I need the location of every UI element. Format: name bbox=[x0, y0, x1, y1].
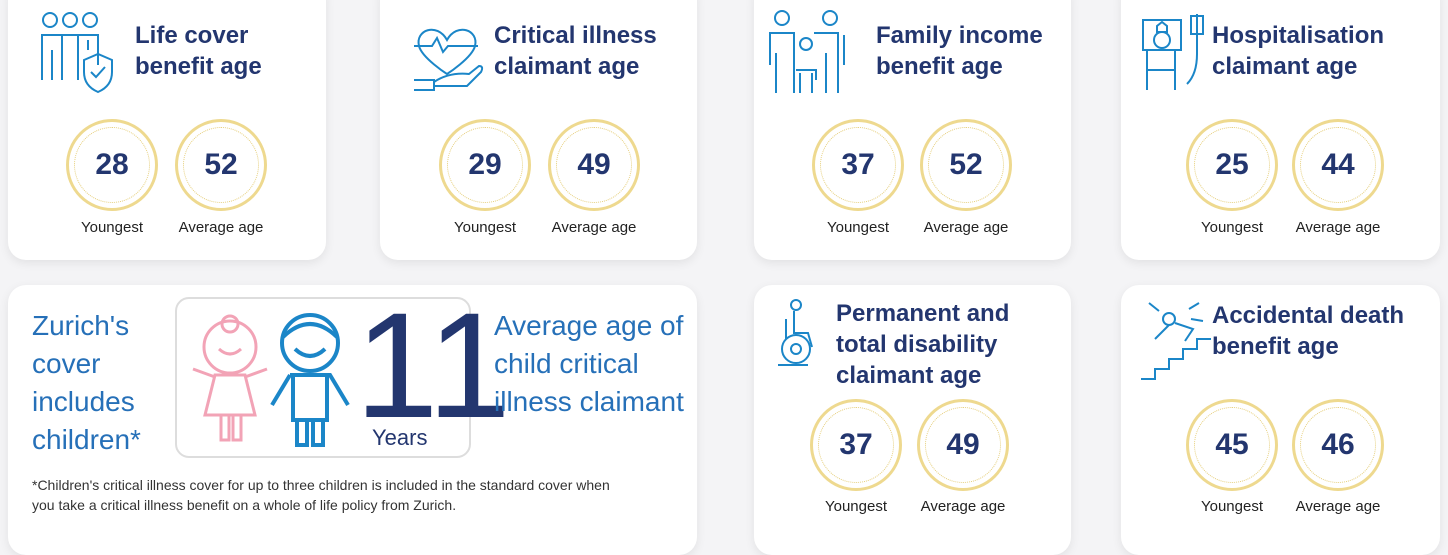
stat-label: Average age bbox=[923, 219, 1009, 236]
children-value: 11 bbox=[355, 281, 511, 449]
card-title: Permanent and total disability claimant … bbox=[836, 300, 1010, 389]
page: Zurich's cover includes children* 11 Yea… bbox=[8, 0, 1440, 555]
children-caption: Average age of child critical illness cl… bbox=[494, 310, 684, 417]
stat-value: 52 bbox=[175, 119, 267, 211]
card-icon bbox=[414, 28, 484, 91]
card-title: Life cover benefit age bbox=[135, 22, 262, 80]
children-card: Zurich's cover includes children* 11 Yea… bbox=[8, 285, 697, 555]
stat-value: 37 bbox=[810, 399, 902, 491]
children-box: 11 Years bbox=[175, 285, 511, 458]
children-unit: Years bbox=[372, 425, 428, 450]
stat-value: 52 bbox=[920, 119, 1012, 211]
stat-label: Youngest bbox=[453, 219, 516, 236]
stat-value: 45 bbox=[1186, 399, 1278, 491]
stat-card: Family income benefit age 37 Youngest 52 Ave… bbox=[754, 0, 1071, 260]
stat-label: Average age bbox=[920, 498, 1006, 515]
stat-label: Average age bbox=[178, 219, 264, 236]
stat-value: 29 bbox=[439, 119, 531, 211]
stat-value: 49 bbox=[917, 399, 1009, 491]
children-heading: Zurich's cover includes children* bbox=[32, 310, 141, 455]
stat-value: 49 bbox=[548, 119, 640, 211]
stat-card: Hospitalisation claimant age 25 Youngest 44… bbox=[1121, 0, 1440, 260]
stat-value: 37 bbox=[812, 119, 904, 211]
stat-label: Youngest bbox=[1200, 498, 1263, 515]
stat-card: Life cover benefit age 28 Youngest 52 Averag… bbox=[8, 0, 326, 260]
card-icon bbox=[769, 10, 845, 93]
stat-label: Youngest bbox=[80, 219, 143, 236]
stat-label: Average age bbox=[1295, 498, 1381, 515]
card-title: Family income benefit age bbox=[876, 22, 1043, 80]
stat-label: Youngest bbox=[826, 219, 889, 236]
card-icon bbox=[1142, 14, 1204, 90]
stat-label: Average age bbox=[551, 219, 637, 236]
stat-value: 46 bbox=[1292, 399, 1384, 491]
stat-value: 25 bbox=[1186, 119, 1278, 211]
card-icon bbox=[778, 299, 813, 366]
card-title: Hospitalisation claimant age bbox=[1212, 22, 1385, 80]
stat-value: 28 bbox=[66, 119, 158, 211]
stat-card: Critical illness claimant age 29 Youngest 4… bbox=[380, 0, 697, 260]
children-icon bbox=[192, 313, 350, 447]
stat-label: Youngest bbox=[1200, 219, 1263, 236]
stat-value: 44 bbox=[1292, 119, 1384, 211]
stat-card: Accidental death benefit age 45 Youngest 46… bbox=[1121, 285, 1440, 555]
stat-card: Permanent and total disability claimant … bbox=[754, 285, 1071, 555]
card-title: Accidental death benefit age bbox=[1212, 302, 1405, 360]
stat-label: Average age bbox=[1295, 219, 1381, 236]
stat-label: Youngest bbox=[824, 498, 887, 515]
card-icon bbox=[41, 12, 113, 94]
card-icon bbox=[1141, 302, 1211, 380]
card-title: Critical illness claimant age bbox=[494, 22, 657, 80]
footnote: *Children's critical illness cover for u… bbox=[32, 477, 610, 513]
